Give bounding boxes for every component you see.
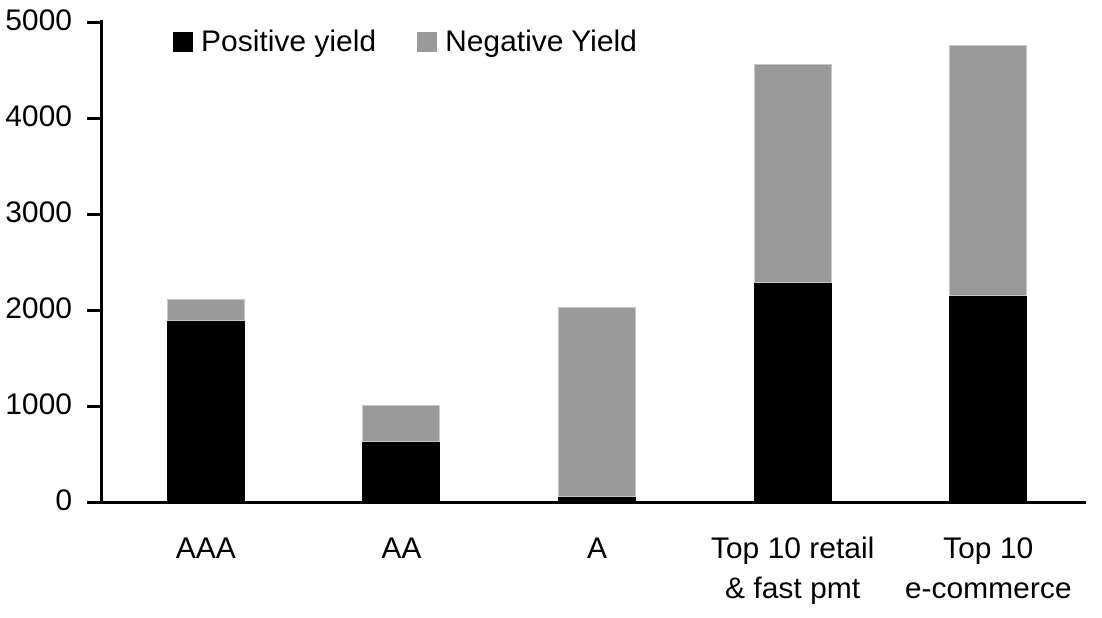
bar-segment-negative-yield [166,299,245,321]
y-tick-label: 5000 [5,4,72,37]
bar-segment-positive-yield [557,497,636,502]
x-axis-labels: AAA AA A Top 10 retail & fast pmt Top 10 e-c… [108,529,1086,609]
bar-segment-positive-yield [753,283,832,502]
legend-item-positive-yield: Positive yield [173,27,376,57]
y-tick-mark [87,20,100,24]
x-axis-label: AAA [175,532,236,565]
y-tick-mark [87,500,100,504]
bar-segment-negative-yield [949,45,1028,296]
x-axis-label: Top 10 e-commerce [904,532,1072,605]
x-axis-label: Top 10 retail & fast pmt [710,532,875,605]
legend-swatch-negative-yield [417,32,438,52]
y-tick-mark [87,404,100,408]
bar-segment-positive-yield [166,320,245,502]
bar-segment-negative-yield [753,64,832,284]
y-tick-mark [87,116,100,120]
y-tick-label: 3000 [5,196,72,229]
legend-swatch-positive-yield [173,32,193,52]
legend-label-positive-yield: Positive yield [201,25,377,58]
legend-item-negative-yield: Negative Yield [417,27,637,57]
legend: Positive yield Negative Yield [173,27,637,57]
bar-segment-positive-yield [362,442,441,502]
legend-label-negative-yield: Negative Yield [445,25,637,58]
x-axis-label: AA [381,532,422,565]
y-tick-label: 1000 [5,388,72,421]
x-axis-label: A [586,532,607,565]
y-tick-label: 0 [55,484,72,517]
bar-slot [695,22,891,502]
bar-slot [108,22,304,502]
bar-segment-positive-yield [949,295,1028,502]
bar-slot [890,22,1086,502]
bar-slot [304,22,500,502]
y-tick-mark [87,308,100,312]
plot-area [108,22,1086,502]
bar-segment-negative-yield [557,307,636,498]
y-axis-line [100,20,103,504]
x-axis-line [100,501,1086,504]
y-tick-label: 2000 [5,292,72,325]
bar-segment-negative-yield [362,405,441,443]
y-tick-mark [87,212,100,216]
y-tick-label: 4000 [5,100,72,133]
bar-slot [499,22,695,502]
